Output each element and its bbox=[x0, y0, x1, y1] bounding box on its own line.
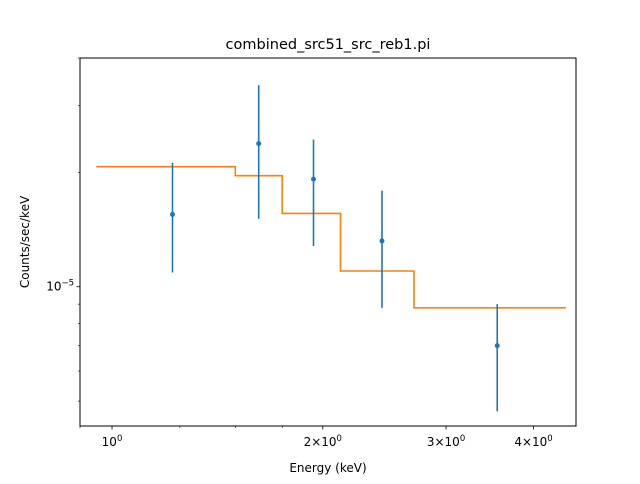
data-point bbox=[169, 211, 175, 217]
x-tick-label: 2×100 bbox=[304, 434, 342, 449]
plot-frame bbox=[79, 57, 577, 427]
plot-layer bbox=[96, 85, 566, 412]
x-tick-label: 4×100 bbox=[514, 434, 552, 449]
data-point bbox=[379, 238, 385, 244]
model-step-line bbox=[96, 165, 566, 309]
x-axis-label: Energy (keV) bbox=[289, 461, 366, 475]
x-tick-label: 100 bbox=[102, 434, 123, 449]
y-tick-label: 10−5 bbox=[46, 279, 74, 294]
y-axis-label: Counts/sec/keV bbox=[18, 195, 32, 288]
data-point bbox=[311, 176, 317, 182]
x-tick-label: 3×100 bbox=[427, 434, 465, 449]
axis-ticks-layer: 100 2×100 3×100 4×100 10−5 bbox=[46, 57, 553, 449]
chart-title: combined_src51_src_reb1.pi bbox=[226, 37, 431, 53]
data-point bbox=[256, 141, 262, 147]
data-point bbox=[494, 343, 500, 349]
